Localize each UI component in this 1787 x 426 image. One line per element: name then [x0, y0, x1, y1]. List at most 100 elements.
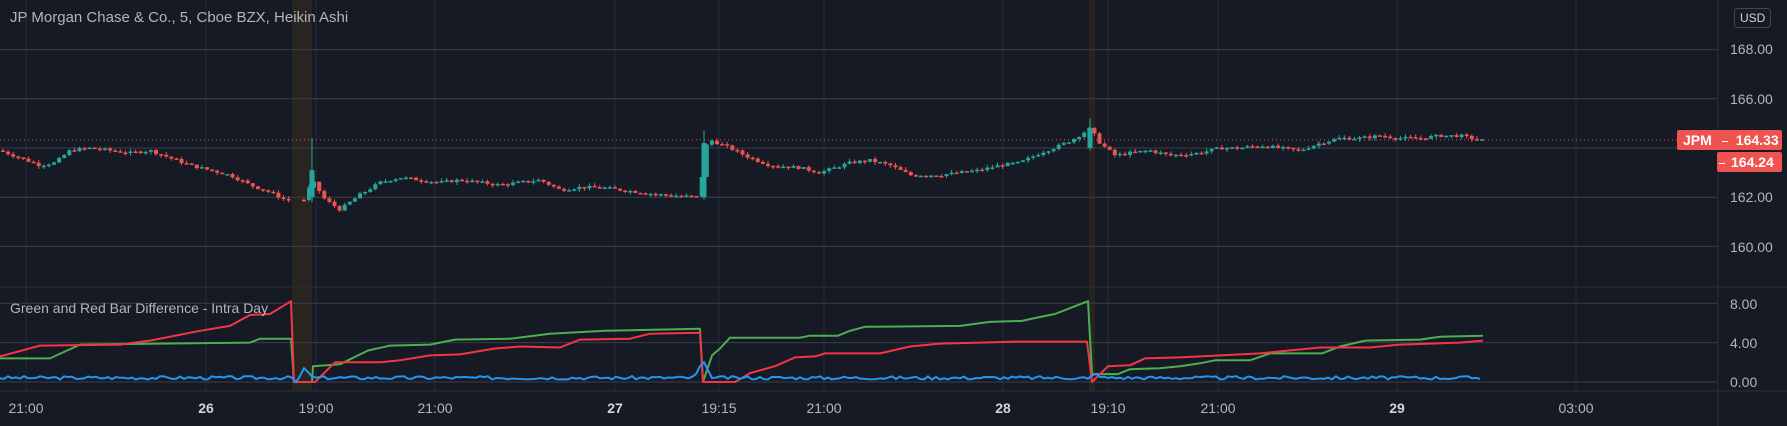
red-line	[0, 300, 1484, 383]
candle-body	[1036, 154, 1041, 157]
candle-body	[143, 151, 148, 154]
candle-body	[358, 193, 362, 199]
candle-body	[674, 195, 679, 198]
candle-body	[975, 169, 980, 172]
candle-body	[572, 189, 577, 191]
candle-body	[41, 165, 46, 168]
candle-body	[21, 157, 26, 159]
candle-body	[1031, 156, 1036, 158]
candle-body	[587, 185, 592, 189]
candle-body	[309, 170, 315, 198]
candle-body	[556, 186, 561, 189]
candle-body	[1372, 135, 1377, 139]
candle-body	[317, 181, 322, 192]
candle-body	[352, 198, 357, 202]
candle-body	[546, 181, 551, 185]
candle-body	[169, 156, 174, 159]
candle-body	[1143, 150, 1148, 153]
candle-body	[521, 180, 526, 183]
candle-body	[230, 174, 235, 178]
candle-body	[378, 181, 383, 185]
candle-body	[16, 156, 21, 159]
candle-body	[240, 180, 245, 182]
candle-body	[118, 151, 123, 153]
candle-body	[1423, 138, 1428, 140]
candle-body	[1219, 147, 1224, 150]
candle-body	[567, 190, 572, 192]
indicator-axis-label: 8.00	[1730, 296, 1758, 312]
candle-body	[500, 183, 505, 186]
candle-body	[414, 177, 419, 181]
candle-body	[638, 192, 643, 195]
candle-body	[179, 159, 184, 164]
tag-dash	[1721, 140, 1728, 142]
candle-body	[1214, 147, 1219, 149]
candle-body	[205, 167, 209, 170]
candle-body	[174, 158, 179, 160]
time-axis-label: 19:00	[298, 400, 334, 416]
candle-body	[648, 193, 653, 196]
blue-line	[0, 360, 1481, 384]
candle-body	[613, 187, 617, 189]
candle-body	[92, 147, 97, 150]
time-axis-label: 21:00	[8, 400, 44, 416]
candle-body	[1128, 151, 1133, 155]
candle-body	[77, 148, 82, 152]
symbol-label: JPM	[1683, 132, 1712, 148]
candle-body	[862, 160, 867, 163]
candle-body	[679, 195, 684, 198]
candle-body	[113, 150, 118, 152]
candle-body	[760, 161, 765, 164]
candle-body	[1362, 136, 1367, 138]
candle-body	[1454, 135, 1459, 138]
candle-body	[893, 165, 898, 168]
last-price-tag: JPM 164.33	[1677, 130, 1782, 150]
candle-body	[735, 149, 740, 152]
time-axis-label: 03:00	[1558, 400, 1594, 416]
candle-body	[347, 201, 352, 205]
candle-body	[164, 154, 169, 157]
candle-body	[1291, 147, 1296, 150]
currency-button[interactable]: USD	[1734, 8, 1772, 28]
candle-body	[337, 206, 342, 211]
time-axis-label: 19:15	[701, 400, 737, 416]
candle-body	[1133, 151, 1138, 154]
candle-body	[1439, 134, 1444, 137]
candle-body	[449, 180, 454, 183]
candle-body	[281, 197, 286, 200]
candle-body	[1245, 146, 1250, 148]
secondary-price-tag: 164.24	[1717, 152, 1782, 172]
candle-body	[470, 180, 475, 183]
candle-body	[409, 177, 413, 180]
candle-body	[817, 172, 821, 174]
candle-body	[980, 169, 985, 172]
candle-body	[582, 186, 587, 189]
candle-body	[597, 187, 602, 189]
candle-body	[1301, 149, 1306, 152]
candle-body	[1327, 141, 1331, 144]
time-axis-label: 21:00	[806, 400, 842, 416]
candle-body	[184, 163, 189, 165]
candle-body	[602, 187, 607, 190]
candle-body	[1123, 153, 1127, 156]
candle-body	[1306, 148, 1311, 150]
candle-body	[1260, 146, 1265, 149]
candle-body	[1184, 155, 1189, 157]
candle-body	[704, 144, 709, 177]
candle-body	[1378, 135, 1382, 137]
candle-body	[138, 151, 143, 154]
indicator-axis-label: 4.00	[1730, 335, 1758, 351]
session-highlight	[1089, 0, 1095, 391]
candle-body	[301, 199, 306, 202]
candle-body	[944, 174, 949, 177]
indicator-axis-label: 0.00	[1730, 374, 1758, 390]
candle-body	[460, 179, 464, 182]
candle-body	[847, 161, 852, 164]
candle-body	[490, 183, 495, 186]
candle-body	[873, 158, 878, 163]
candle-body	[322, 191, 327, 199]
candle-body	[1357, 137, 1362, 139]
candle-body	[250, 183, 255, 187]
candle-body	[307, 187, 311, 200]
